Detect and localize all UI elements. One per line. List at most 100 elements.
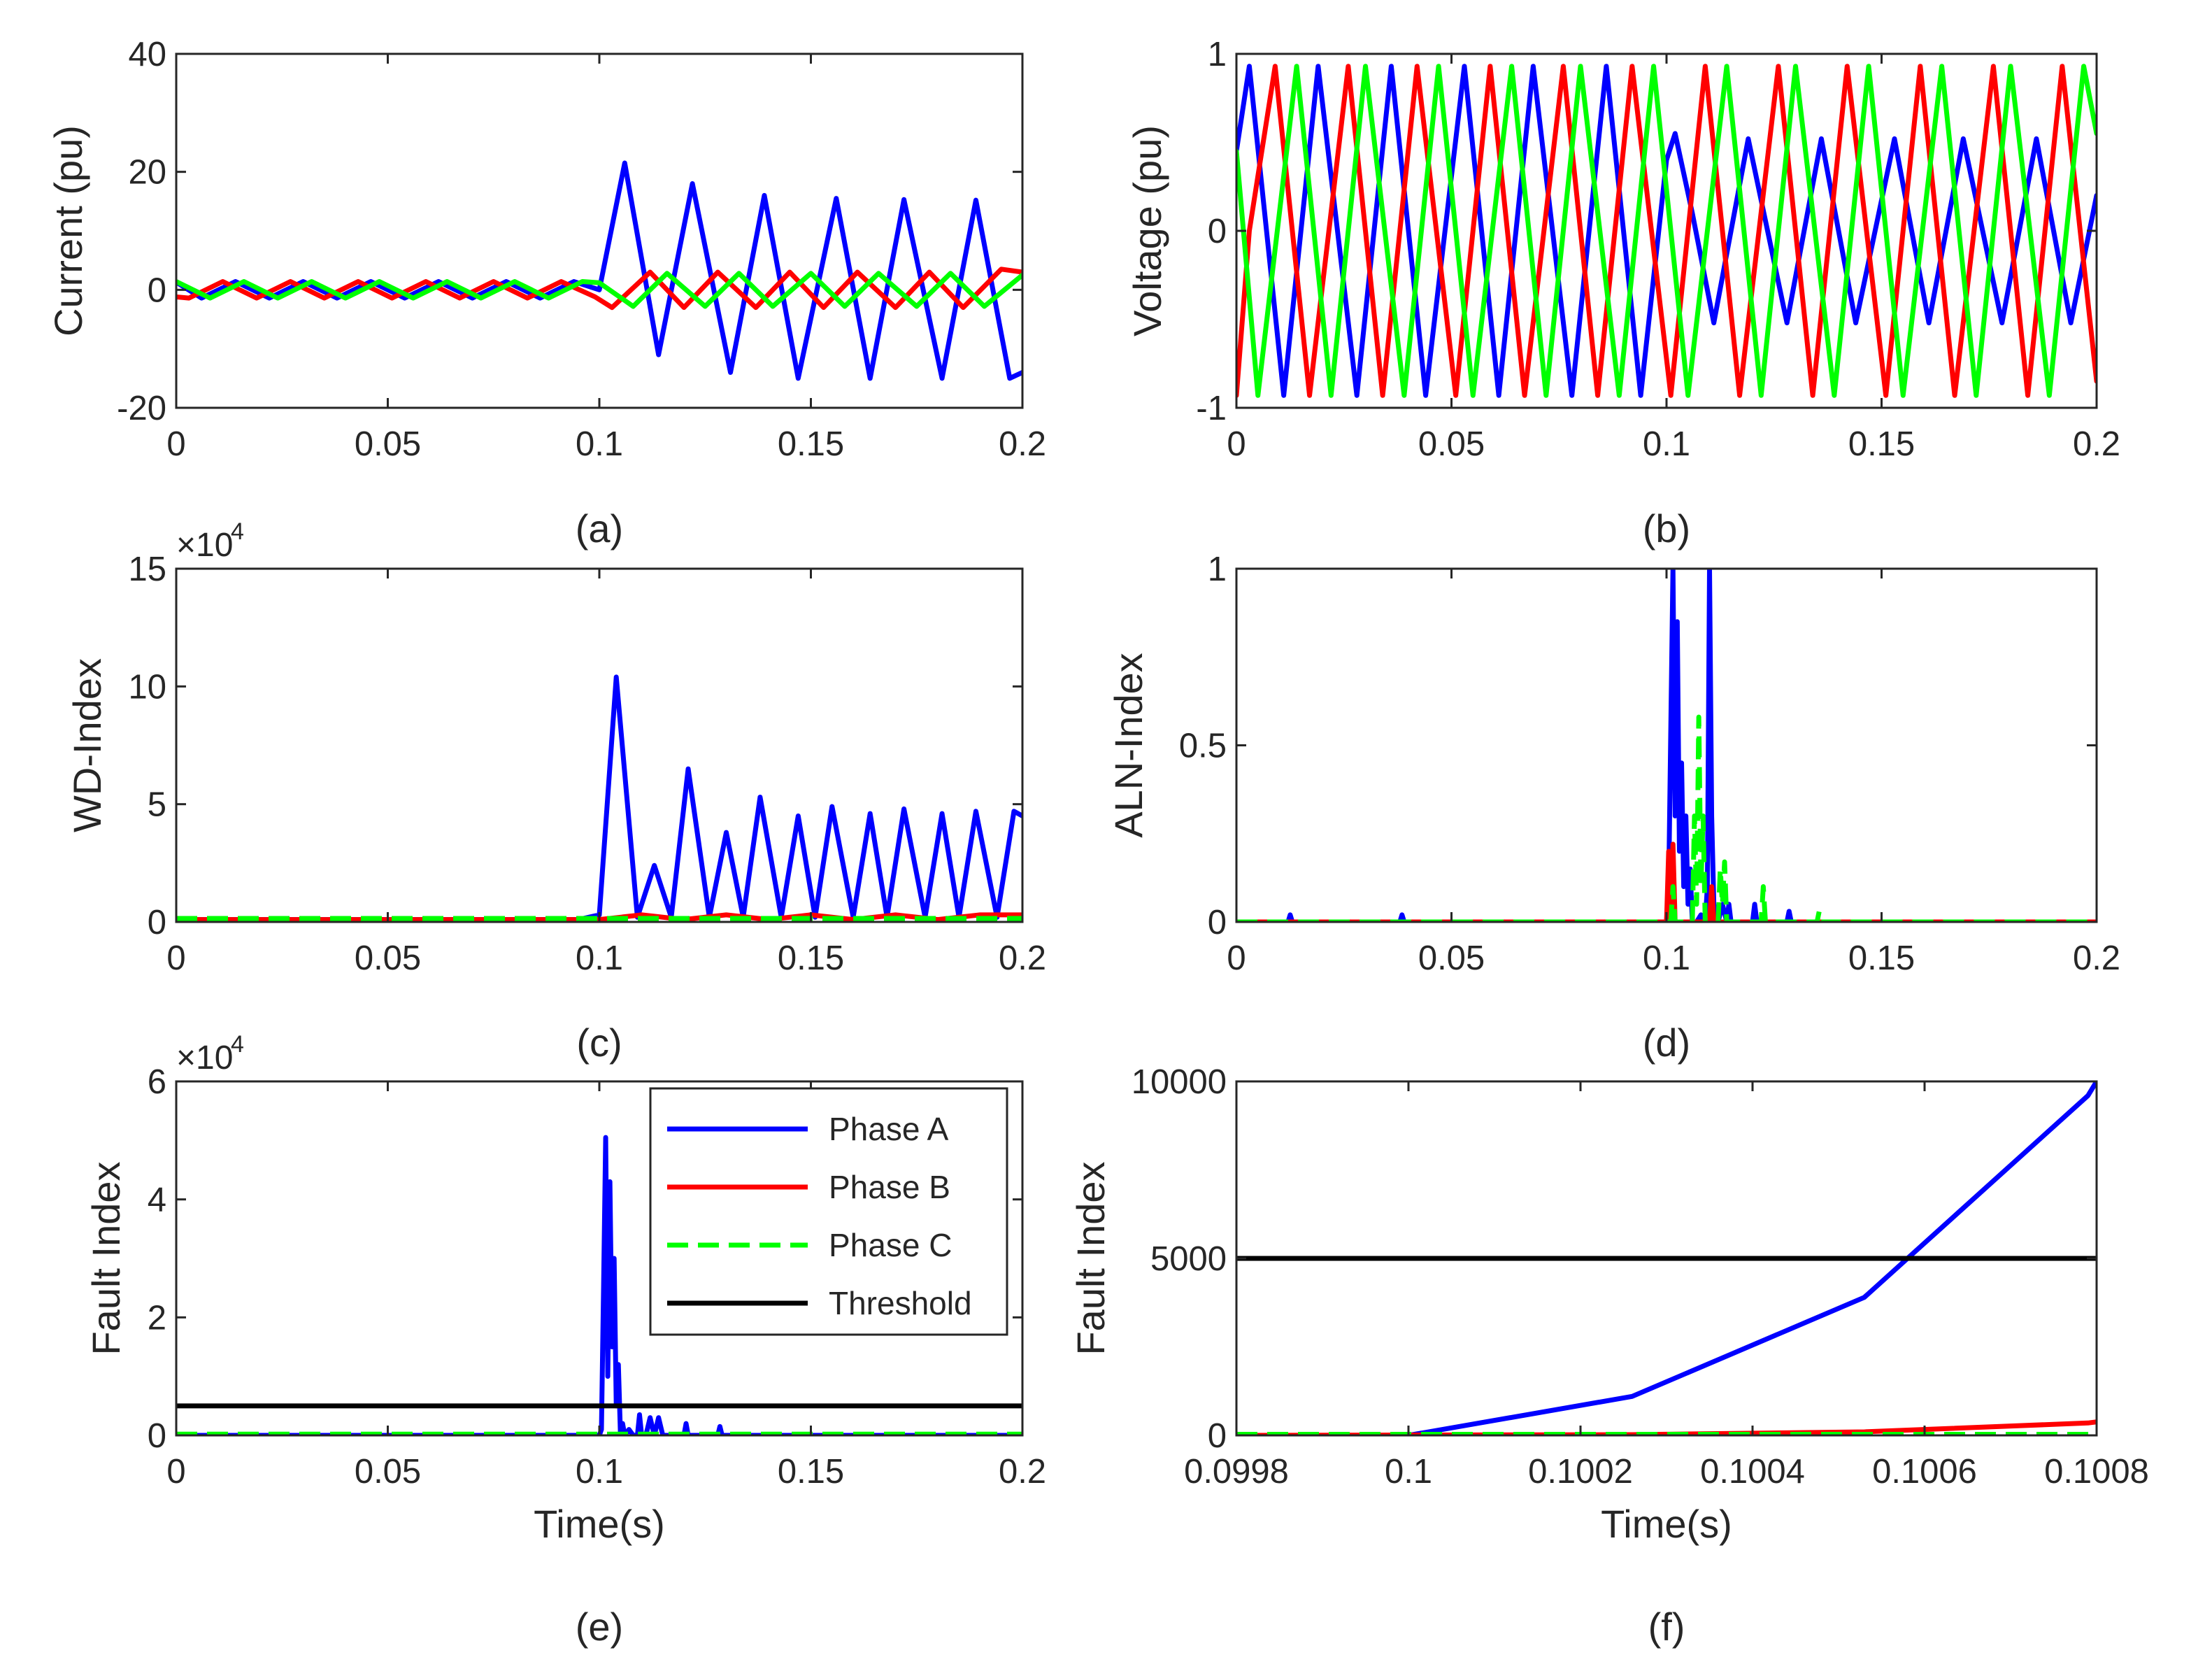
legend-label: Phase B bbox=[829, 1169, 950, 1205]
chart-panel-f: 0.0998 0.1 0.1002 0.1004 0.1006 0.1008 0 5000 10… bbox=[1069, 1063, 2149, 1649]
x-tick-label: 0.05 bbox=[1418, 939, 1485, 977]
x-tick-label: 0.1008 bbox=[2044, 1453, 2149, 1491]
y-tick-label: 40 bbox=[128, 36, 166, 73]
series-line-3 bbox=[1236, 64, 2097, 398]
panel-caption: (b) bbox=[1643, 506, 1690, 551]
x-tick-label: 0.15 bbox=[1848, 425, 1915, 463]
y-tick-label: 0 bbox=[1208, 904, 1227, 942]
plot-area bbox=[176, 569, 1022, 922]
series-line-2 bbox=[1236, 64, 2097, 398]
panel-caption: (a) bbox=[576, 506, 623, 551]
panel-caption: (f) bbox=[1648, 1605, 1685, 1649]
y-tick-label: 5 bbox=[148, 786, 166, 824]
x-tick-label: 0.15 bbox=[778, 939, 844, 977]
plot-area bbox=[176, 54, 1022, 408]
y-tick-label: 5000 bbox=[1150, 1240, 1227, 1278]
y-tick-label: -20 bbox=[117, 390, 166, 427]
y-tick-label: 1 bbox=[1208, 36, 1227, 73]
series-group bbox=[1236, 64, 2097, 398]
x-tick-label: 0.2 bbox=[999, 939, 1046, 977]
y-tick-label: 1 bbox=[1208, 551, 1227, 588]
series-group bbox=[1236, 569, 2097, 922]
y-axis-label: Fault Index bbox=[1069, 1161, 1113, 1355]
x-tick-label: 0.05 bbox=[355, 939, 421, 977]
y-axis-label: Fault Index bbox=[84, 1161, 128, 1355]
series-line-1 bbox=[176, 160, 1022, 381]
x-tick-label: 0.2 bbox=[2073, 425, 2120, 463]
y-tick-label: 6 bbox=[148, 1063, 166, 1101]
x-tick-label: 0.1 bbox=[576, 939, 623, 977]
x-tick-label: 0.2 bbox=[999, 1453, 1046, 1491]
y-axis-label: ALN-Index bbox=[1106, 653, 1150, 838]
x-tick-label: 0.05 bbox=[355, 1453, 421, 1491]
x-tick-label: 0 bbox=[1227, 939, 1246, 977]
y-axis-label: WD-Index bbox=[65, 658, 109, 832]
y-tick-label: 4 bbox=[148, 1181, 166, 1219]
series-line-2 bbox=[176, 912, 1022, 922]
x-tick-label: 0 bbox=[166, 939, 185, 977]
series-line-1 bbox=[1236, 64, 2097, 398]
axis-multiplier: ×104 bbox=[176, 518, 244, 564]
y-tick-label: 10 bbox=[128, 668, 166, 706]
x-tick-label: 0.1004 bbox=[1700, 1453, 1805, 1491]
series-group bbox=[176, 1135, 1022, 1435]
series-line-1 bbox=[176, 1135, 1022, 1435]
y-tick-label: 0 bbox=[1208, 213, 1227, 250]
panel-caption: (c) bbox=[576, 1021, 622, 1065]
panel-caption: (e) bbox=[576, 1605, 623, 1649]
axis-multiplier-exponent: 4 bbox=[231, 518, 244, 545]
axis-multiplier-base: ×10 bbox=[176, 1039, 233, 1077]
x-axis-label: Time(s) bbox=[534, 1502, 665, 1546]
axis-multiplier: ×104 bbox=[176, 1031, 244, 1077]
chart-panel-e: 0 0.05 0.1 0.15 0.2 0 2 4 6 Fault Index Time(s) ×10… bbox=[84, 1031, 1046, 1649]
y-tick-label: 0.5 bbox=[1179, 727, 1227, 765]
y-axis-label: Current (pu) bbox=[46, 125, 90, 336]
x-tick-label: 0.05 bbox=[355, 425, 421, 463]
y-axis-label: Voltage (pu) bbox=[1125, 125, 1169, 336]
x-tick-label: 0.2 bbox=[2073, 939, 2120, 977]
y-tick-label: 10000 bbox=[1132, 1063, 1227, 1101]
y-tick-label: -1 bbox=[1196, 390, 1227, 427]
x-tick-label: 0.1006 bbox=[1872, 1453, 1977, 1491]
series-group bbox=[176, 160, 1022, 381]
x-tick-label: 0.0998 bbox=[1184, 1453, 1289, 1491]
series-line-1 bbox=[1236, 1081, 2097, 1435]
legend-label: Threshold bbox=[829, 1285, 972, 1321]
y-tick-label: 15 bbox=[128, 551, 166, 588]
series-line-3 bbox=[176, 271, 1022, 309]
legend-label: Phase C bbox=[829, 1227, 952, 1263]
x-tick-label: 0.1002 bbox=[1528, 1453, 1633, 1491]
chart-panel-d: 0 0.05 0.1 0.15 0.2 0 0.5 1 ALN-Index (d) bbox=[1106, 551, 2120, 1065]
y-tick-label: 0 bbox=[148, 1417, 166, 1455]
series-line-1 bbox=[176, 674, 1022, 922]
x-tick-label: 0.1 bbox=[1643, 939, 1690, 977]
x-tick-label: 0.15 bbox=[778, 425, 844, 463]
x-tick-label: 0 bbox=[166, 1453, 185, 1491]
x-tick-label: 0.1 bbox=[576, 425, 623, 463]
legend-label: Phase A bbox=[829, 1111, 949, 1147]
legend: Phase A Phase B Phase C Threshold bbox=[649, 1087, 1008, 1336]
y-tick-label: 0 bbox=[148, 271, 166, 309]
x-tick-label: 0.15 bbox=[778, 1453, 844, 1491]
x-tick-label: 0.15 bbox=[1848, 939, 1915, 977]
axis-multiplier-base: ×10 bbox=[176, 527, 233, 564]
x-tick-label: 0 bbox=[1227, 425, 1246, 463]
y-tick-label: 20 bbox=[128, 154, 166, 192]
y-tick-label: 0 bbox=[1208, 1417, 1227, 1455]
x-tick-label: 0.05 bbox=[1418, 425, 1485, 463]
x-tick-label: 0.1 bbox=[1643, 425, 1690, 463]
x-tick-label: 0 bbox=[166, 425, 185, 463]
x-axis-label: Time(s) bbox=[1601, 1502, 1732, 1546]
y-tick-label: 0 bbox=[148, 904, 166, 942]
panel-caption: (d) bbox=[1643, 1021, 1690, 1065]
x-tick-label: 0.1 bbox=[576, 1453, 623, 1491]
x-tick-label: 0.1 bbox=[1385, 1453, 1432, 1491]
y-tick-label: 2 bbox=[148, 1299, 166, 1337]
axis-multiplier-exponent: 4 bbox=[231, 1031, 244, 1058]
series-line-2 bbox=[1236, 841, 2097, 922]
x-tick-label: 0.2 bbox=[999, 425, 1046, 463]
